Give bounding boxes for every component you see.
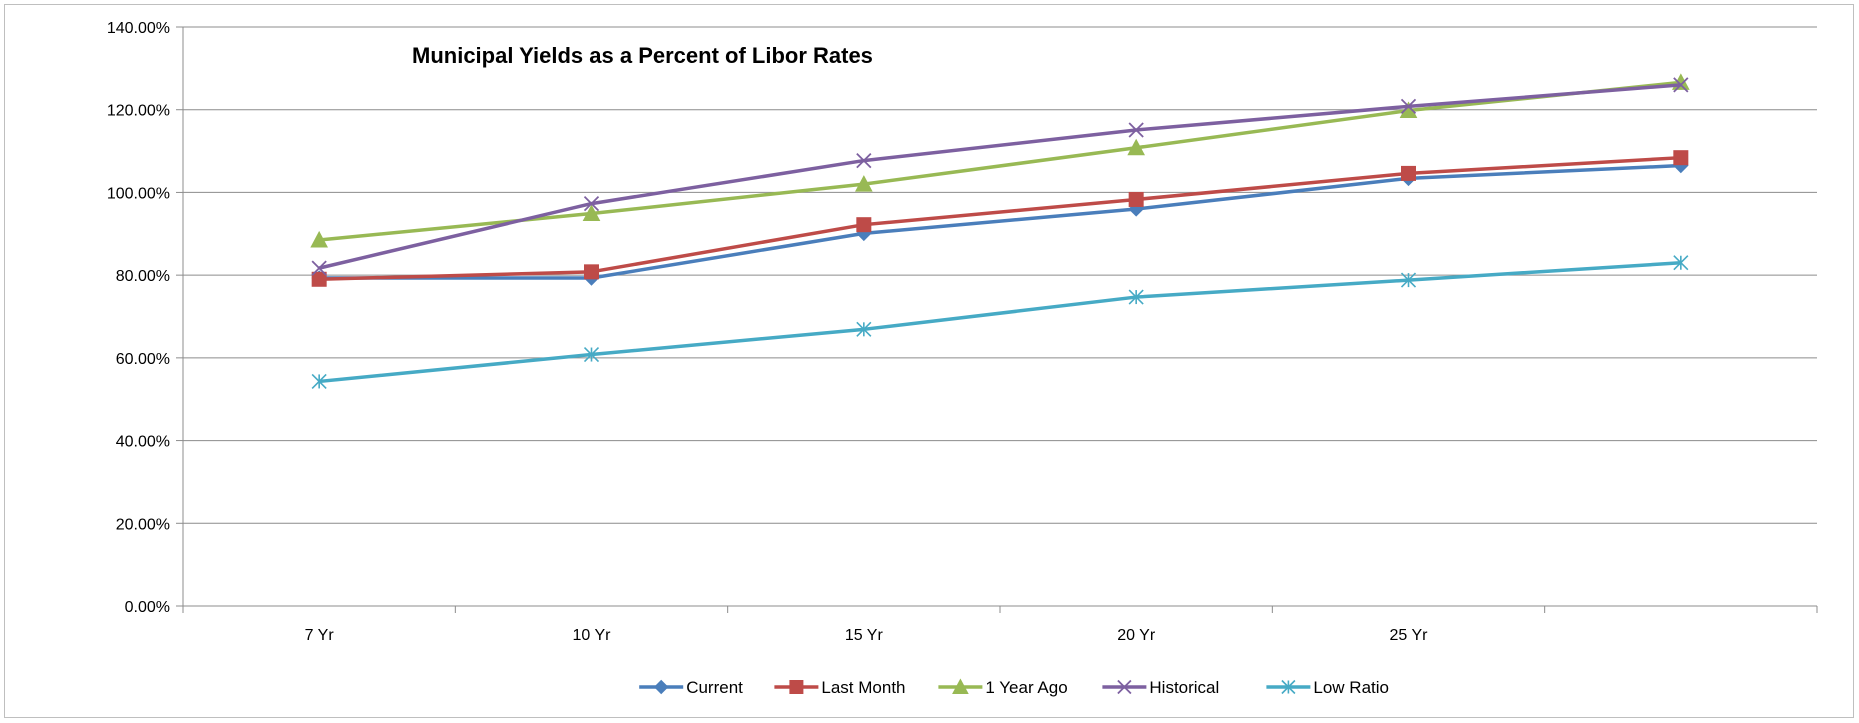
data-point <box>310 230 328 248</box>
data-point <box>583 195 600 212</box>
data-point <box>856 217 872 233</box>
x-tick-label: 20 Yr <box>1117 627 1156 644</box>
x-tick-label: 7 Yr <box>305 627 335 644</box>
data-point <box>1673 255 1689 271</box>
legend-label: Current <box>686 678 743 697</box>
series-line <box>319 155 1681 282</box>
data-point <box>1127 138 1145 156</box>
y-tick-label: 0.00% <box>125 599 170 616</box>
data-point <box>582 204 601 222</box>
gridlines <box>183 26 1817 524</box>
series-line <box>319 163 1681 280</box>
data-point <box>583 346 600 363</box>
series-1-year-ago <box>310 73 1690 248</box>
y-tick-label: 140.00% <box>107 20 170 37</box>
y-tick-label: 20.00% <box>116 516 170 533</box>
legend-label: Historical <box>1149 678 1219 697</box>
data-point <box>1401 165 1416 181</box>
data-point <box>1673 77 1689 93</box>
legend-item: Current <box>639 678 743 697</box>
x-tick-label: 10 Yr <box>573 627 612 644</box>
legend-label: 1 Year Ago <box>985 678 1067 697</box>
data-point <box>311 373 327 389</box>
data-point <box>1128 191 1144 207</box>
y-tick-label: 60.00% <box>116 351 170 368</box>
data-point <box>1128 289 1144 305</box>
data-point <box>856 321 872 337</box>
series-line <box>318 260 1681 384</box>
series-last-month <box>311 150 1689 287</box>
data-point <box>584 264 599 280</box>
legend-item: Last Month <box>774 678 906 697</box>
x-tick-label: 15 Yr <box>845 627 884 644</box>
data-point <box>789 680 804 694</box>
series-line <box>318 80 1682 242</box>
chart-frame <box>4 4 1854 718</box>
legend-label: Last Month <box>821 678 905 697</box>
data-point <box>1400 98 1417 115</box>
legend-item: Low Ratio <box>1266 678 1389 697</box>
series-historical <box>311 77 1689 276</box>
data-point <box>1281 679 1296 695</box>
data-point <box>854 175 873 192</box>
data-point <box>1117 679 1132 695</box>
y-tick-label: 80.00% <box>116 268 170 285</box>
series-low-ratio <box>311 255 1689 389</box>
chart-title: Municipal Yields as a Percent of Libor R… <box>412 43 873 68</box>
x-tick-label: 25 Yr <box>1390 627 1429 644</box>
data-point <box>1128 122 1144 138</box>
y-tick-label: 120.00% <box>107 103 170 120</box>
data-point <box>653 679 669 695</box>
data-point <box>1673 150 1689 166</box>
data-point <box>311 271 327 287</box>
series-line <box>318 83 1681 270</box>
data-point <box>311 260 327 276</box>
legend-item: Historical <box>1102 678 1219 697</box>
y-tick-label: 40.00% <box>116 434 170 451</box>
data-point <box>1400 272 1417 288</box>
legend-item: 1 Year Ago <box>938 678 1068 697</box>
legend: Current Last Month 1 Year Ago Historical Low… <box>639 678 1389 697</box>
y-tick-label: 100.00% <box>107 185 170 202</box>
axes: 0.00% 20.00% 40.00% 60.00% 80.00% 100.00% 120.… <box>107 20 1818 644</box>
data-point <box>856 152 872 169</box>
data-point <box>952 678 969 694</box>
legend-label: Low Ratio <box>1313 678 1389 697</box>
series-lines <box>310 73 1690 389</box>
